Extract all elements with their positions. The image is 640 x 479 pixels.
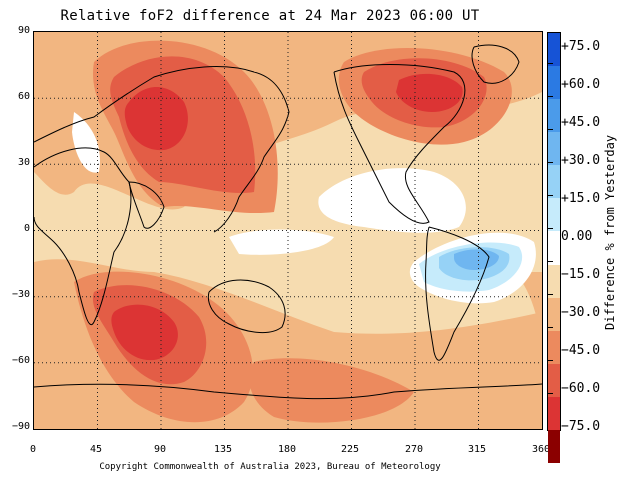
colorbar (547, 32, 561, 464)
x-tick-label: 360 (531, 444, 551, 455)
y-tick-label: 0 (23, 223, 30, 234)
colorbar-tick (547, 194, 553, 196)
colorbar-swatch (548, 231, 560, 265)
colorbar-tick (547, 360, 553, 362)
colorbar-swatch (548, 99, 560, 133)
x-tick-label: 0 (29, 444, 37, 455)
colorbar-tick (547, 95, 553, 97)
map-title: Relative foF2 difference at 24 Mar 2023 … (60, 8, 480, 24)
contour-salmon-south-pacific (249, 358, 414, 423)
contour-white-pacific (318, 168, 466, 233)
colorbar-swatch (548, 132, 560, 166)
x-tick-label: 45 (89, 444, 103, 455)
colorbar-label: +45.0 (561, 115, 601, 130)
contour-deep-red-canada (396, 73, 463, 112)
colorbar-swatch (548, 264, 560, 298)
colorbar-tick (547, 393, 553, 395)
colorbar-label: −45.0 (561, 343, 601, 358)
coast-north-america (333, 64, 466, 224)
colorbar-label: +60.0 (561, 77, 601, 92)
copyright-notice: Copyright Commonwealth of Australia 2023… (99, 462, 441, 472)
coastlines (34, 44, 542, 400)
contour-deep-red-asia (124, 87, 188, 151)
colorbar-label: −15.0 (561, 267, 601, 282)
colorbar-label: +75.0 (561, 39, 601, 54)
y-tick-label: 30 (17, 157, 30, 168)
y-tick-label: −60 (11, 355, 30, 366)
contour-orange-east (514, 272, 542, 362)
colorbar-swatch (548, 198, 560, 232)
colorbar-tick (547, 62, 553, 64)
coast-eurasia (34, 66, 290, 233)
x-tick-label: 135 (213, 444, 233, 455)
x-tick-label: 270 (404, 444, 424, 455)
colorbar-swatch (548, 330, 560, 364)
coast-antarctica (34, 383, 542, 400)
coast-india (128, 181, 165, 229)
colorbar-tick (547, 161, 553, 163)
x-tick-label: 315 (467, 444, 487, 455)
y-tick-label: 60 (17, 91, 30, 102)
y-tick-label: −90 (11, 421, 30, 432)
colorbar-swatch (548, 33, 560, 67)
colorbar-tick (547, 327, 553, 329)
x-tick-label: 225 (340, 444, 360, 455)
coast-africa (34, 147, 132, 325)
colorbar-tick (547, 128, 553, 130)
y-tick-label: −30 (11, 289, 30, 300)
colorbar-tick (547, 261, 553, 263)
colorbar-label: −75.0 (561, 419, 601, 434)
colorbar-title: Difference % from Yesterday (603, 134, 617, 330)
colorbar-swatch (548, 396, 560, 430)
colorbar-swatch (548, 297, 560, 331)
colorbar-label: 0.00 (561, 229, 593, 244)
colorbar-swatch (548, 66, 560, 100)
colorbar-swatch (548, 363, 560, 397)
graticule (34, 32, 542, 429)
x-tick-label: 180 (277, 444, 297, 455)
colorbar-tick (547, 227, 553, 229)
contour-deep-red-indian (111, 304, 178, 361)
contour-map (33, 31, 543, 430)
colorbar-swatch (548, 165, 560, 199)
colorbar-label: +30.0 (561, 153, 601, 168)
colorbar-swatch (548, 429, 560, 464)
colorbar-tick (547, 294, 553, 296)
contour-white-indian (72, 112, 100, 173)
contour-white-equator (229, 229, 334, 255)
coast-australia (207, 279, 286, 334)
contour-map-svg (34, 32, 542, 429)
colorbar-label: −30.0 (561, 305, 601, 320)
coast-greenland (471, 44, 520, 84)
coast-south-america (425, 226, 490, 361)
x-tick-label: 90 (153, 444, 167, 455)
colorbar-label: −60.0 (561, 381, 601, 396)
colorbar-label: +15.0 (561, 191, 601, 206)
y-tick-label: 90 (17, 25, 30, 36)
